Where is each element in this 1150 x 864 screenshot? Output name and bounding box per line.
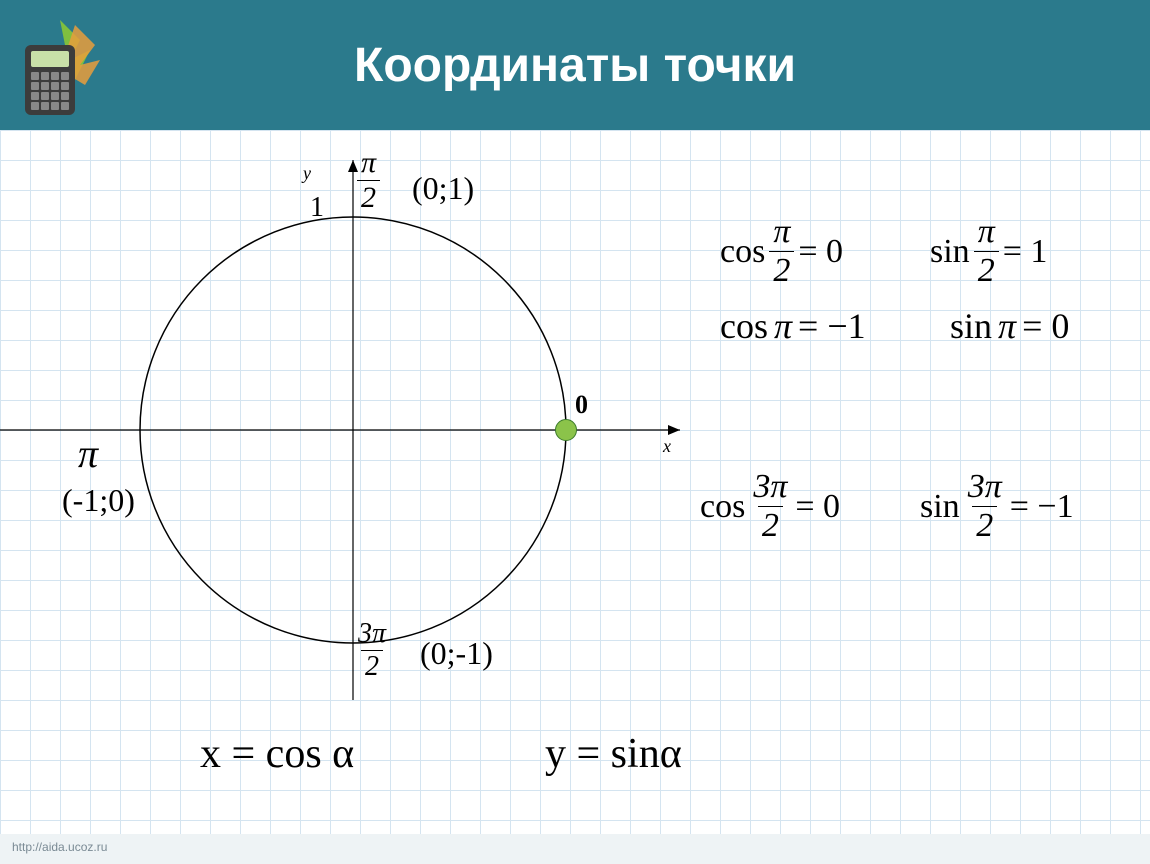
footer-url: http://aida.ucoz.ru	[12, 840, 107, 854]
formula-y-sin: y = sinα	[545, 730, 682, 778]
eq-sin-pi-over-2: sin π2 = 1	[930, 215, 1047, 288]
pi-over-2-label: π2	[353, 148, 384, 213]
slide-footer: http://aida.ucoz.ru	[0, 834, 1150, 864]
x-axis-label: x	[663, 436, 671, 457]
zero-label: 0	[575, 390, 588, 420]
bottom-point-coord: (0;-1)	[420, 635, 493, 672]
y-axis-label: y	[303, 163, 311, 184]
point-marker-zero	[555, 419, 577, 441]
pi-label: π	[78, 430, 98, 477]
eq-sin-pi: sinπ= 0	[950, 305, 1069, 347]
eq-cos-pi: cosπ= −1	[720, 305, 866, 347]
formula-x-cos: x = cos α	[200, 730, 354, 778]
eq-cos-pi-over-2: cos π2 = 0	[720, 215, 843, 288]
left-point-coord: (-1;0)	[62, 482, 135, 519]
unit-circle-diagram	[0, 130, 700, 830]
eq-cos-3pi-over-2: cos 3π2 = 0	[700, 470, 840, 543]
slide-title: Координаты точки	[354, 38, 796, 93]
three-pi-over-2-label: 3π2	[350, 620, 394, 681]
top-point-coord: (0;1)	[412, 170, 474, 207]
one-label: 1	[310, 192, 324, 224]
header-decoration-icon	[20, 10, 120, 120]
eq-sin-3pi-over-2: sin 3π2 = −1	[920, 470, 1074, 543]
slide-header: Координаты точки	[0, 0, 1150, 130]
slide-content: y x 1 0 π2 (0;1) π (-1;0) 3π2 (0;-1) cos…	[0, 130, 1150, 834]
